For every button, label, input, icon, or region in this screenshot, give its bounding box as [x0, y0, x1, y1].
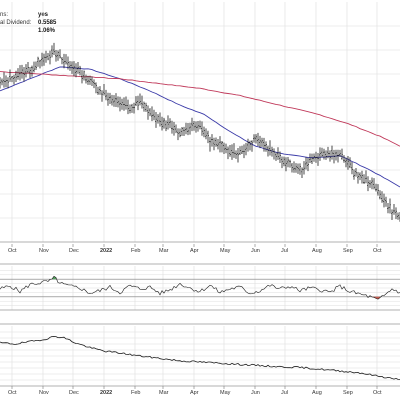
rel-x-axis-tick-label: Dec	[69, 390, 79, 396]
info-row: 1.06%	[0, 27, 56, 35]
relative-line	[0, 335, 400, 380]
price-x-axis-tick-label: Jul	[281, 248, 288, 254]
ma_long-line	[0, 71, 400, 147]
rel-x-axis-tick-label: Mar	[159, 390, 169, 396]
rel-x-axis-tick-label: 2022	[100, 390, 112, 396]
info-label: al Dividend:	[0, 20, 32, 26]
osc-line	[0, 275, 400, 300]
price-x-axis-tick-label: May	[220, 248, 231, 254]
price-x-axis-tick-label: 2022	[100, 248, 112, 254]
price-x-axis-tick-label: Jun	[251, 248, 260, 254]
price-x-axis-tick-label: Sep	[343, 248, 353, 254]
osc-overbought-fill	[54, 276, 56, 280]
info-row: al Dividend: 0.5585	[0, 19, 56, 27]
info-value: 0.5585	[38, 20, 57, 26]
price-x-axis-tick-label: Nov	[39, 248, 49, 254]
price-x-axis-tick-label: Mar	[159, 248, 169, 254]
rel-x-axis-tick-label: Sep	[343, 390, 353, 396]
price-x-axis-tick-label: Apr	[190, 248, 199, 254]
rel-x-axis-tick-label: Oct	[373, 390, 382, 396]
rel-x-axis-tick-label: Apr	[190, 390, 199, 396]
info-label: ns:	[0, 12, 9, 18]
price-x-axis-tick-label: Aug	[312, 248, 322, 254]
price-x-axis-tick-label: Dec	[69, 248, 79, 254]
rel-x-axis-tick-label: May	[220, 390, 231, 396]
rel-x-axis-tick-label: Jun	[251, 390, 260, 396]
ma_short-line	[0, 66, 400, 188]
price-x-axis-tick-label: Oct	[8, 248, 17, 254]
info-value: 1.06%	[38, 28, 56, 34]
rel-x-axis-tick-label: Feb	[131, 390, 140, 396]
price-x-axis-tick-label: Feb	[131, 248, 140, 254]
rel-x-axis-tick-label: Oct	[8, 390, 17, 396]
price-x-axis-tick-label: Oct	[373, 248, 382, 254]
rel-x-axis-tick-label: Nov	[39, 390, 49, 396]
rel-x-axis-tick-label: Aug	[312, 390, 322, 396]
rel-x-axis-tick-label: Jul	[281, 390, 288, 396]
